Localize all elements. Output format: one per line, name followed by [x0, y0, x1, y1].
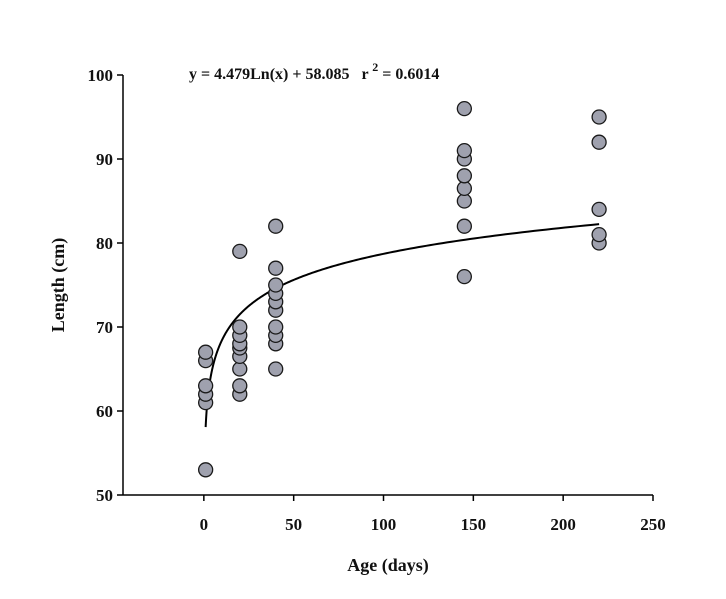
- data-point: [268, 319, 284, 335]
- data-point: [456, 193, 473, 209]
- axes: [117, 74, 654, 501]
- x-tick-label: 100: [371, 515, 397, 534]
- data-point: [456, 100, 473, 117]
- data-point: [591, 134, 607, 150]
- data-point: [591, 226, 607, 243]
- x-axis-title: Age (days): [347, 555, 429, 576]
- data-point: [456, 268, 473, 285]
- r-squared-exponent: 2: [372, 60, 378, 74]
- data-points: [197, 100, 607, 478]
- data-point: [232, 378, 248, 394]
- x-tick-label: 200: [550, 515, 576, 534]
- y-tick-label: 50: [96, 486, 113, 505]
- data-point: [456, 168, 473, 184]
- data-point: [197, 344, 214, 360]
- y-tick-label: 60: [96, 402, 113, 421]
- data-point: [456, 142, 473, 159]
- trendline-equation: y = 4.479Ln(x) + 58.085 r 2 = 0.6014: [189, 58, 439, 83]
- data-point: [268, 218, 284, 234]
- trendline-group: [204, 223, 600, 428]
- r-squared-label: r: [361, 66, 368, 83]
- data-point: [268, 277, 284, 293]
- data-point: [232, 319, 248, 335]
- equation-text: y = 4.479Ln(x) + 58.085: [189, 66, 349, 83]
- data-point: [232, 361, 248, 377]
- data-point: [591, 201, 607, 218]
- y-tick-label: 70: [96, 318, 113, 337]
- data-point: [456, 180, 473, 197]
- data-point: [268, 361, 284, 377]
- data-point: [197, 462, 214, 478]
- x-tick-label: 50: [285, 515, 302, 534]
- y-tick-label: 80: [96, 234, 113, 253]
- data-point: [456, 218, 473, 234]
- x-tick-label: 250: [640, 515, 666, 534]
- r-squared-value: = 0.6014: [382, 66, 439, 83]
- data-point: [232, 243, 248, 260]
- data-point: [268, 260, 284, 276]
- y-axis-title: Length (cm): [48, 238, 69, 332]
- tick-labels: 50 60 70 80 90 100 0 50 100 150 200 250: [88, 66, 666, 534]
- data-point: [591, 109, 607, 125]
- trendline: [204, 223, 600, 428]
- data-point: [197, 378, 214, 394]
- x-tick-label: 0: [200, 515, 209, 534]
- y-tick-label: 100: [88, 66, 114, 85]
- y-tick-label: 90: [96, 150, 113, 169]
- x-tick-label: 150: [461, 515, 487, 534]
